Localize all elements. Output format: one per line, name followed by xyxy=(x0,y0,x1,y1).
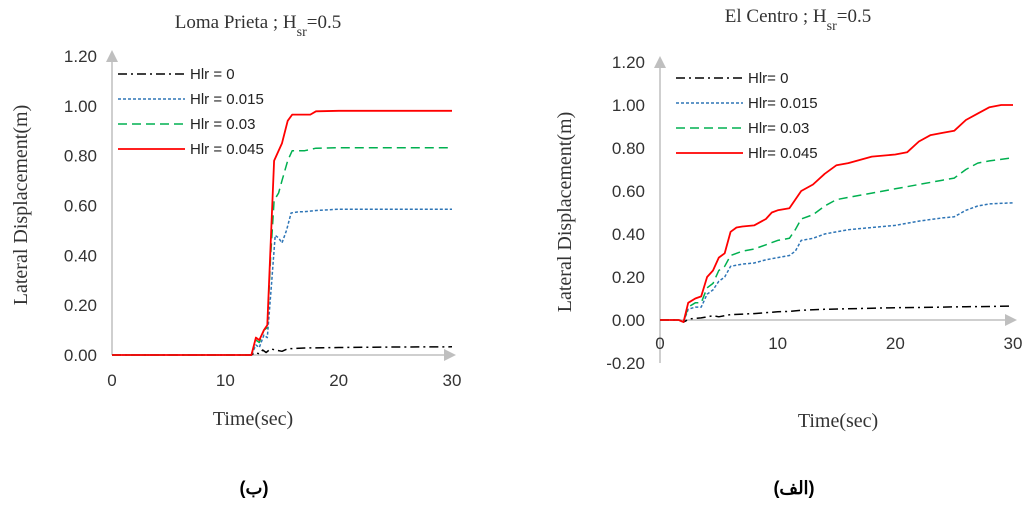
x-axis-title: Time(sec) xyxy=(798,410,878,432)
y-tick-label: 0.40 xyxy=(612,225,645,244)
y-tick-label: 0.80 xyxy=(612,139,645,158)
legend-label-0: Hlr= 0 xyxy=(748,70,788,87)
x-tick-label: 20 xyxy=(329,371,348,390)
x-axis-title: Time(sec) xyxy=(213,408,293,430)
chart-title: Loma Prieta ; Hsr=0.5 xyxy=(175,12,341,40)
series-line-2 xyxy=(660,158,1013,322)
x-axis-arrow xyxy=(444,349,456,361)
y-tick-label: 0.00 xyxy=(612,311,645,330)
series-line-2 xyxy=(112,148,452,355)
y-tick-label: 0.60 xyxy=(612,182,645,201)
legend-label-2: Hlr= 0.03 xyxy=(748,120,809,137)
x-tick-label: 30 xyxy=(1004,334,1023,353)
legend-label-3: Hlr= 0.045 xyxy=(748,145,818,162)
y-tick-label: 1.20 xyxy=(64,47,97,66)
x-axis-arrow xyxy=(1005,314,1017,326)
x-tick-label: 20 xyxy=(886,334,905,353)
y-tick-label: 0.20 xyxy=(64,296,97,315)
figure-caption: (ب) xyxy=(240,478,269,498)
legend-label-1: Hlr= 0.015 xyxy=(748,95,818,112)
series-line-1 xyxy=(112,209,452,355)
figure-caption: (الف) xyxy=(773,478,814,498)
series-line-1 xyxy=(660,203,1013,322)
x-tick-label: 10 xyxy=(216,371,235,390)
x-tick-label: 10 xyxy=(768,334,787,353)
x-tick-label: 0 xyxy=(655,334,664,353)
title-subscript: sr xyxy=(297,25,307,40)
title-rest: =0.5 xyxy=(307,12,341,33)
chart-el-centro: El Centro ; Hsr=0.5 -0.20 0.00 0.20 0.40 0.60… xyxy=(554,6,1022,498)
y-axis-title: Lateral Displacement(m) xyxy=(554,112,576,312)
y-tick-label: 0.80 xyxy=(64,147,97,166)
y-axis-arrow xyxy=(106,50,118,62)
y-tick-label: 1.20 xyxy=(612,53,645,72)
legend-label-0: Hlr = 0 xyxy=(190,66,235,83)
title-rest: =0.5 xyxy=(837,6,871,27)
y-tick-label: 0.00 xyxy=(64,346,97,365)
y-tick-label: 0.40 xyxy=(64,246,97,265)
series-line-0 xyxy=(112,347,452,355)
x-tick-label: 0 xyxy=(107,371,116,390)
y-tick-label: 1.00 xyxy=(612,96,645,115)
y-axis-title: Lateral Displacement(m) xyxy=(10,105,32,305)
y-tick-label: 0.60 xyxy=(64,197,97,216)
y-tick-label: -0.20 xyxy=(606,354,645,373)
y-tick-label: 1.00 xyxy=(64,97,97,116)
x-tick-label: 30 xyxy=(443,371,462,390)
y-tick-label: 0.20 xyxy=(612,268,645,287)
title-subscript: sr xyxy=(827,19,837,34)
y-axis-arrow xyxy=(654,56,666,68)
legend-label-1: Hlr = 0.015 xyxy=(190,91,264,108)
chart-loma-prieta: Loma Prieta ; Hsr=0.5 0.00 0.20 0.40 0.60 0.8… xyxy=(10,12,461,498)
legend-label-3: Hlr = 0.045 xyxy=(190,141,264,158)
legend-label-2: Hlr = 0.03 xyxy=(190,116,255,133)
chart-title: El Centro ; Hsr=0.5 xyxy=(725,6,871,34)
title-main: Loma Prieta ; H xyxy=(175,12,297,33)
title-main: El Centro ; H xyxy=(725,6,827,27)
